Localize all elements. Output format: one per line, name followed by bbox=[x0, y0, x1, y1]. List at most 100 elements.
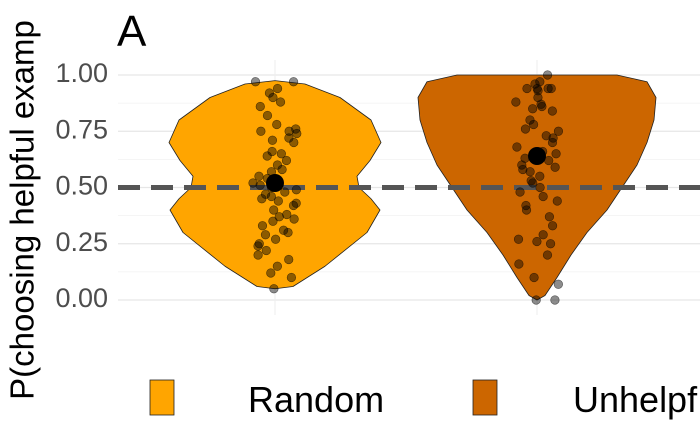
data-point bbox=[522, 83, 532, 94]
data-point bbox=[282, 209, 292, 220]
data-point bbox=[530, 79, 540, 89]
y-axis-ticks: 0.00 0.25 0.50 0.75 1.00 bbox=[55, 58, 108, 313]
data-point bbox=[288, 200, 299, 211]
data-point bbox=[260, 230, 271, 240]
data-point bbox=[547, 221, 558, 231]
data-point bbox=[528, 178, 538, 188]
data-point bbox=[545, 239, 556, 249]
legend-key-unhelpful bbox=[472, 379, 498, 416]
y-tick-label: 0.00 bbox=[55, 283, 108, 313]
data-point bbox=[272, 83, 283, 94]
data-point bbox=[284, 254, 294, 265]
data-point bbox=[276, 149, 286, 159]
data-point bbox=[275, 97, 286, 107]
data-point bbox=[525, 167, 535, 177]
data-point bbox=[277, 164, 287, 175]
data-point bbox=[535, 171, 545, 181]
data-point bbox=[268, 92, 278, 103]
data-point bbox=[551, 149, 561, 159]
data-point bbox=[542, 70, 553, 80]
data-point bbox=[520, 124, 531, 134]
data-point bbox=[518, 164, 528, 175]
y-axis-label: P(choosing helpful examp bbox=[4, 20, 41, 400]
data-point bbox=[547, 137, 558, 148]
data-point bbox=[286, 272, 297, 283]
data-point bbox=[262, 151, 272, 161]
data-point bbox=[280, 187, 290, 197]
data-point bbox=[535, 77, 545, 87]
mean-markers bbox=[266, 147, 546, 192]
data-point bbox=[544, 212, 555, 222]
data-point bbox=[257, 221, 268, 231]
data-point bbox=[261, 245, 271, 256]
data-point bbox=[289, 214, 299, 224]
data-point bbox=[541, 131, 551, 141]
data-point bbox=[511, 97, 521, 107]
data-point bbox=[537, 101, 547, 112]
data-point bbox=[266, 191, 276, 202]
data-point bbox=[268, 216, 278, 226]
panel-label: A bbox=[117, 7, 147, 56]
data-point bbox=[255, 101, 265, 112]
data-point bbox=[254, 171, 264, 181]
data-point bbox=[550, 295, 560, 305]
data-point bbox=[538, 230, 548, 240]
data-point bbox=[547, 106, 557, 116]
mean-point bbox=[528, 147, 546, 165]
data-point bbox=[552, 196, 562, 206]
legend: Random Unhelpf bbox=[149, 379, 698, 420]
data-point bbox=[288, 77, 299, 87]
data-point bbox=[248, 178, 258, 188]
data-point bbox=[533, 86, 543, 96]
data-point bbox=[538, 191, 548, 202]
data-point bbox=[535, 182, 545, 193]
data-point bbox=[272, 119, 282, 130]
data-point bbox=[289, 137, 299, 148]
data-point bbox=[250, 77, 261, 87]
data-point bbox=[262, 110, 273, 121]
data-point bbox=[278, 225, 289, 235]
data-point bbox=[512, 142, 522, 152]
data-point bbox=[283, 227, 293, 238]
data-point bbox=[274, 212, 284, 222]
data-point bbox=[528, 104, 538, 114]
data-point bbox=[517, 160, 527, 170]
data-point bbox=[253, 241, 263, 251]
y-tick-label: 0.75 bbox=[55, 114, 108, 144]
legend-label-unhelpful: Unhelpf bbox=[573, 379, 698, 420]
data-point bbox=[513, 234, 524, 244]
violin-unhelpful bbox=[417, 74, 657, 301]
data-point bbox=[528, 119, 539, 130]
y-tick-label: 0.25 bbox=[55, 227, 108, 257]
y-tick-label: 1.00 bbox=[55, 58, 108, 88]
data-point bbox=[267, 135, 278, 145]
data-point bbox=[291, 185, 301, 195]
data-point bbox=[269, 205, 279, 215]
y-tick-label: 0.50 bbox=[55, 171, 108, 201]
data-point bbox=[255, 180, 265, 190]
data-point bbox=[271, 234, 281, 244]
data-point bbox=[284, 126, 294, 136]
data-point bbox=[257, 194, 267, 204]
data-point bbox=[553, 126, 564, 136]
data-point bbox=[532, 236, 542, 247]
data-point bbox=[550, 162, 560, 172]
legend-label-random: Random bbox=[248, 379, 384, 420]
data-point bbox=[281, 155, 292, 166]
data-point bbox=[529, 272, 539, 283]
data-point bbox=[553, 279, 563, 289]
data-point bbox=[273, 196, 283, 206]
data-point bbox=[272, 261, 282, 271]
data-point bbox=[253, 250, 263, 260]
data-point bbox=[533, 92, 543, 103]
legend-key-random bbox=[149, 379, 175, 416]
mean-point bbox=[266, 174, 284, 192]
data-point bbox=[515, 187, 525, 197]
data-point bbox=[292, 128, 302, 139]
data-point bbox=[269, 284, 279, 294]
data-point bbox=[514, 259, 524, 269]
data-point bbox=[531, 295, 541, 305]
data-point bbox=[543, 83, 553, 94]
data-point bbox=[542, 250, 553, 260]
